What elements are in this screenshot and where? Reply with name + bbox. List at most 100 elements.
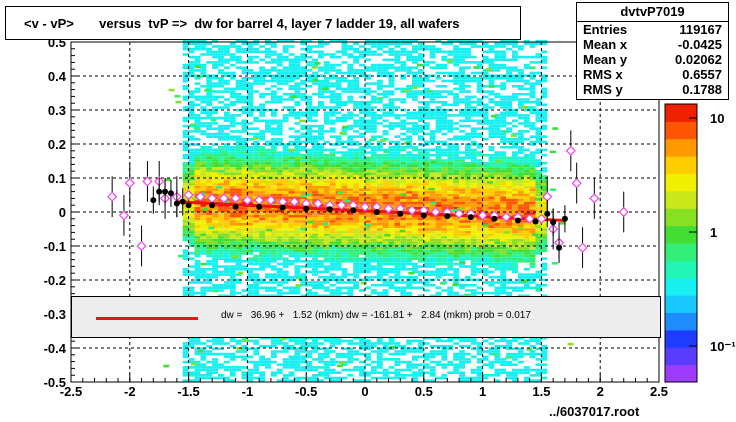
heat-cell (359, 116, 365, 120)
heat-cell (276, 273, 283, 276)
heat-cell (447, 294, 454, 298)
heat-cell (229, 100, 236, 104)
heat-cell (247, 146, 254, 149)
heat-cell (223, 228, 230, 231)
heat-cell (353, 143, 360, 146)
heat-cell (370, 225, 377, 229)
heat-cell (435, 188, 442, 191)
heat-cell (341, 103, 348, 107)
heat-cell (265, 193, 271, 197)
heat-cell (482, 138, 489, 141)
heat-cell (259, 252, 266, 255)
heat-cell (312, 177, 318, 181)
heat-cell (341, 185, 348, 189)
heat-cell (194, 167, 201, 170)
heat-cell (259, 108, 266, 112)
heat-cell (335, 100, 342, 104)
heat-cell (470, 238, 477, 242)
heat-cell (388, 124, 395, 128)
heat-cell (212, 98, 218, 101)
heat-cell (494, 358, 501, 361)
heat-cell (465, 289, 471, 292)
heat-cell (194, 159, 201, 162)
heat-cell (235, 164, 242, 168)
heat-cell (294, 193, 301, 197)
heat-cell (200, 85, 207, 88)
heat-cell (453, 175, 460, 178)
heat-cell (182, 146, 189, 149)
heat-cell (406, 268, 413, 271)
heat-cell (212, 151, 218, 154)
heat-cell (423, 352, 430, 356)
heat-cell (488, 336, 495, 340)
heat-cell (441, 204, 448, 207)
heat-cell (188, 55, 195, 59)
heat-cell (406, 42, 413, 46)
heat-cell (300, 140, 307, 144)
heat-cell (406, 66, 413, 69)
heat-cell (359, 225, 365, 229)
heat-cell (218, 254, 224, 258)
heat-cell (429, 207, 436, 210)
heat-cell (347, 124, 354, 128)
heat-cell (435, 214, 442, 218)
heat-cell (400, 225, 407, 229)
heat-cell (412, 196, 418, 199)
heat-cell (482, 164, 489, 168)
heat-cell (353, 265, 360, 268)
heat-cell (294, 230, 301, 234)
heat-cell (329, 336, 336, 340)
heat-cell (312, 71, 318, 75)
heat-cell (482, 257, 489, 260)
heat-cell (306, 336, 313, 340)
heat-cell (282, 244, 289, 247)
heat-cell (200, 132, 207, 136)
heat-cell (423, 371, 430, 374)
heat-cell (370, 169, 377, 173)
heat-cell (218, 132, 224, 136)
heat-cell (265, 50, 271, 54)
heat-cell (194, 124, 201, 128)
heat-cell (476, 85, 483, 88)
heat-cell (382, 273, 389, 276)
heat-cell (329, 63, 336, 67)
heat-cell (359, 238, 365, 242)
heat-cell (459, 47, 465, 51)
heat-cell (241, 371, 248, 374)
heat-cell (223, 164, 230, 168)
heat-cell (417, 347, 424, 351)
heat-cell (194, 180, 201, 183)
heat-cell (476, 347, 483, 351)
heat-cell (453, 191, 460, 194)
heat-cell (306, 61, 313, 64)
heat-cell (347, 175, 354, 178)
heat-cell (241, 238, 248, 242)
heat-cell (265, 230, 271, 234)
heat-cell (212, 95, 218, 99)
heat-cell (388, 238, 395, 242)
heat-cell (188, 214, 195, 218)
heat-cell (218, 252, 224, 255)
heat-cell (294, 188, 301, 191)
heat-cell (276, 130, 283, 133)
heat-cell (476, 98, 483, 101)
heat-cell (494, 360, 501, 364)
heat-cell (223, 127, 230, 130)
heat-cell (323, 252, 330, 255)
heat-cell (382, 214, 389, 218)
heat-cell (212, 246, 218, 250)
heat-cell (329, 275, 336, 279)
heat-cell (470, 45, 477, 48)
heat-cell (417, 233, 424, 237)
heat-cell (200, 156, 207, 160)
heat-cell (476, 201, 483, 205)
heat-cell (323, 352, 330, 356)
heat-cell (353, 183, 360, 186)
heat-cell (212, 228, 218, 231)
heat-cell (235, 98, 242, 101)
heat-cell (247, 196, 254, 199)
heat-cell (329, 291, 336, 295)
heat-cell (453, 55, 460, 59)
heat-cell (435, 270, 442, 274)
heat-cell (370, 42, 377, 46)
